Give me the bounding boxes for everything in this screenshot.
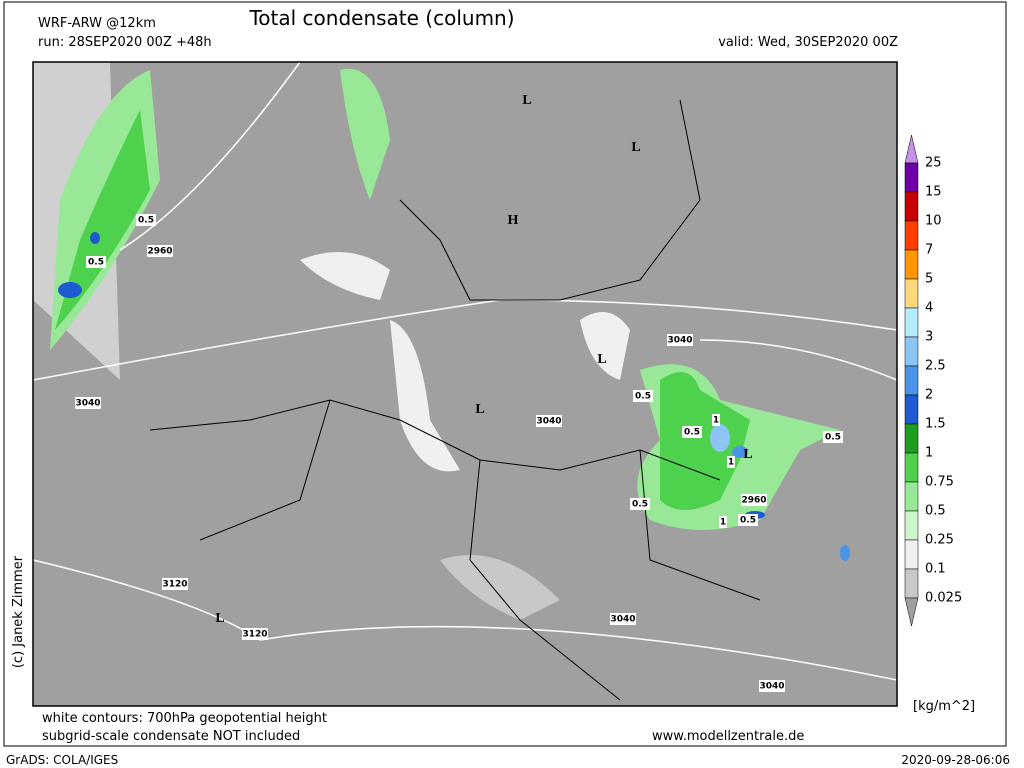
colorbar-label: 0.1 — [925, 562, 946, 577]
colorbar-label: 7 — [925, 243, 933, 258]
label-bg — [667, 334, 693, 346]
subgrid-note: subgrid-scale condensate NOT included — [42, 729, 300, 744]
colorbar-label: 2 — [925, 388, 933, 403]
url: www.modellzentrale.de — [652, 729, 804, 744]
label-bg — [86, 256, 106, 268]
label-bg — [536, 415, 562, 427]
contours-note: white contours: 700hPa geopotential heig… — [42, 711, 327, 726]
contour-label: 3120 — [162, 580, 187, 590]
pressure-center: H — [508, 213, 519, 228]
contour-label: 3040 — [610, 615, 635, 625]
map — [32, 61, 898, 706]
contour-label: 0.5 — [825, 433, 841, 443]
colorbar-box — [904, 249, 919, 280]
label-bg — [823, 431, 843, 443]
map-border — [32, 61, 898, 707]
contour-label: 0.5 — [632, 500, 648, 510]
label-bg — [741, 494, 767, 506]
colorbar-label: 4 — [925, 301, 933, 316]
colorbar-box — [904, 481, 919, 512]
pressure-center: L — [743, 447, 752, 462]
label-bg — [738, 514, 758, 526]
colorbar-label: 1 — [925, 446, 933, 461]
colorbar-label: 2.5 — [925, 359, 946, 374]
colorbar-box — [904, 365, 919, 396]
contour-label: 3040 — [759, 682, 784, 692]
pressure-center: L — [631, 140, 640, 155]
contour-label: 1 — [728, 458, 734, 468]
colorbar-box — [904, 307, 919, 338]
pressure-center: L — [522, 93, 531, 108]
contour-label: 2960 — [741, 496, 766, 506]
pressure-center: L — [215, 611, 224, 626]
label-bg — [727, 456, 735, 468]
software: GrADS: COLA/IGES — [6, 753, 118, 767]
colorbar-box — [904, 394, 919, 425]
run: run: 28SEP2020 00Z +48h — [38, 35, 212, 50]
contour-label: 0.5 — [684, 428, 700, 438]
contour-label: 1 — [713, 416, 719, 426]
colorbar-box — [904, 568, 919, 599]
colorbar-box — [904, 510, 919, 541]
colorbar-box — [904, 423, 919, 454]
contour-label: 3040 — [536, 417, 561, 427]
label-bg — [719, 516, 727, 528]
frame — [3, 1, 1007, 747]
contour-label: 2960 — [147, 247, 172, 257]
label-bg — [75, 397, 101, 409]
label-bg — [136, 214, 156, 226]
valid: valid: Wed, 30SEP2020 00Z — [718, 35, 898, 50]
colorbar-box — [904, 278, 919, 309]
colorbar-label: 25 — [925, 156, 942, 171]
credit: (c) Janek Zimmer — [11, 555, 26, 668]
colorbar: 25 15 10 7 5 4 3 2.5 2 1.5 1 0.75 0.5 0.25 0.1 0.025 — [904, 134, 962, 627]
colorbar-box — [904, 162, 919, 193]
label-bg — [630, 498, 650, 510]
label-bg — [242, 628, 268, 640]
colorbar-label: 1.5 — [925, 417, 946, 432]
colorbar-label: 0.5 — [925, 504, 946, 519]
contour-label: 1 — [720, 518, 726, 528]
colorbar-label: 0.025 — [925, 591, 962, 606]
label-bg — [610, 613, 636, 625]
colorbar-box — [904, 220, 919, 251]
label-bg — [147, 245, 173, 257]
colorbar-box — [904, 539, 919, 570]
label-bg — [633, 390, 653, 402]
label-bg — [759, 680, 785, 692]
contour-label: 0.5 — [138, 216, 154, 226]
pressure-center: L — [475, 402, 484, 417]
colorbar-label: 0.75 — [925, 475, 954, 490]
contour-label: 3120 — [242, 630, 267, 640]
contour-label: 3040 — [75, 399, 100, 409]
colorbar-label: 10 — [925, 214, 942, 229]
map-labels: L L H 2960 0.5 0.5 3040 L 3040 L 3040 0.5 1 0.5 L 0.5 1 2… — [75, 93, 843, 692]
contour-label: 3040 — [667, 336, 692, 346]
contour-label: 0.5 — [88, 258, 104, 268]
timestamp: 2020-09-28-06:06 — [901, 753, 1010, 767]
model: WRF-ARW @12km — [38, 16, 156, 31]
unit: [kg/m^2] — [913, 699, 975, 714]
colorbar-box — [904, 336, 919, 367]
colorbar-cap — [904, 597, 919, 627]
colorbar-label: 5 — [925, 272, 933, 287]
colorbar-label: 0.25 — [925, 533, 954, 548]
label-bg — [682, 426, 702, 438]
label-bg — [712, 414, 720, 426]
colorbar-label: 3 — [925, 330, 933, 345]
colorbar-cap — [904, 134, 919, 164]
contour-label: 0.5 — [635, 392, 651, 402]
colorbar-box — [904, 191, 919, 222]
title: Total condensate (column) — [248, 6, 514, 30]
contour-label: 0.5 — [740, 516, 756, 526]
label-bg — [162, 578, 188, 590]
pressure-center: L — [597, 352, 606, 367]
colorbar-box — [904, 452, 919, 483]
colorbar-label: 15 — [925, 185, 942, 200]
